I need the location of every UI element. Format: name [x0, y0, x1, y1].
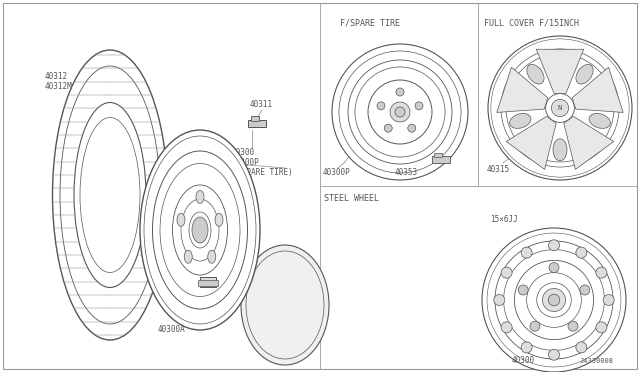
Circle shape	[521, 247, 532, 258]
Text: 40353: 40353	[395, 168, 418, 177]
Ellipse shape	[152, 151, 248, 309]
Text: 15×6JJ: 15×6JJ	[490, 215, 518, 224]
Circle shape	[355, 67, 445, 157]
Text: 40300: 40300	[232, 148, 255, 157]
Circle shape	[555, 54, 565, 64]
Ellipse shape	[144, 136, 256, 324]
Ellipse shape	[184, 250, 192, 263]
Bar	[198, 280, 218, 286]
Text: N: N	[558, 105, 562, 111]
Circle shape	[548, 294, 560, 306]
Bar	[248, 120, 266, 127]
Text: 40300P: 40300P	[323, 168, 351, 177]
Circle shape	[390, 102, 410, 122]
Ellipse shape	[576, 64, 593, 84]
Circle shape	[415, 102, 423, 110]
Circle shape	[576, 342, 587, 353]
Ellipse shape	[160, 164, 240, 296]
Ellipse shape	[553, 139, 567, 161]
Ellipse shape	[196, 190, 204, 203]
Circle shape	[530, 321, 540, 331]
Circle shape	[482, 228, 626, 372]
Circle shape	[348, 60, 452, 164]
Circle shape	[501, 267, 512, 278]
Circle shape	[596, 267, 607, 278]
Circle shape	[521, 342, 532, 353]
Text: STEEL WHEEL: STEEL WHEEL	[324, 194, 379, 203]
Ellipse shape	[192, 217, 208, 243]
Circle shape	[545, 94, 574, 122]
Circle shape	[551, 99, 568, 117]
Circle shape	[548, 240, 559, 251]
Text: F/SPARE TIRE: F/SPARE TIRE	[340, 18, 400, 27]
Text: 40300: 40300	[512, 356, 535, 365]
Polygon shape	[572, 67, 623, 112]
Circle shape	[508, 88, 518, 98]
Circle shape	[596, 322, 607, 333]
Bar	[434, 153, 442, 157]
Circle shape	[580, 285, 590, 295]
Bar	[251, 116, 259, 121]
Polygon shape	[506, 116, 556, 170]
Ellipse shape	[527, 64, 544, 84]
Circle shape	[576, 247, 587, 258]
Circle shape	[332, 44, 468, 180]
Ellipse shape	[177, 213, 185, 226]
Text: 40300A: 40300A	[158, 325, 186, 334]
Ellipse shape	[241, 245, 329, 365]
Circle shape	[396, 88, 404, 96]
Ellipse shape	[140, 130, 260, 330]
Text: 40315: 40315	[262, 350, 285, 359]
Text: 40311: 40311	[250, 100, 273, 109]
Circle shape	[602, 88, 612, 98]
Bar	[200, 277, 216, 287]
Circle shape	[543, 288, 566, 311]
Circle shape	[488, 36, 632, 180]
Circle shape	[584, 142, 594, 153]
Circle shape	[395, 107, 405, 117]
Ellipse shape	[208, 250, 216, 263]
Bar	[432, 156, 450, 163]
Text: 40312: 40312	[45, 72, 68, 81]
Circle shape	[548, 349, 559, 360]
Ellipse shape	[189, 212, 211, 248]
Ellipse shape	[509, 113, 531, 128]
Circle shape	[501, 322, 512, 333]
Circle shape	[518, 285, 528, 295]
Ellipse shape	[173, 185, 227, 275]
Circle shape	[377, 102, 385, 110]
Ellipse shape	[80, 118, 140, 273]
Polygon shape	[564, 116, 614, 170]
Polygon shape	[536, 49, 584, 93]
Circle shape	[604, 295, 614, 305]
Polygon shape	[497, 67, 548, 112]
Text: 40224: 40224	[215, 295, 238, 304]
Text: (F/SPARE TIRE): (F/SPARE TIRE)	[228, 168, 292, 177]
Text: 40312M: 40312M	[45, 82, 73, 91]
Circle shape	[526, 142, 536, 153]
Ellipse shape	[246, 251, 324, 359]
Circle shape	[549, 263, 559, 273]
Ellipse shape	[589, 113, 611, 128]
Ellipse shape	[181, 199, 219, 261]
Ellipse shape	[215, 213, 223, 226]
Circle shape	[384, 124, 392, 132]
Circle shape	[494, 295, 505, 305]
Circle shape	[568, 321, 578, 331]
Text: FULL COVER F/15INCH: FULL COVER F/15INCH	[484, 18, 579, 27]
Ellipse shape	[194, 220, 206, 240]
Ellipse shape	[52, 50, 168, 340]
Ellipse shape	[60, 66, 160, 324]
Text: 40300P: 40300P	[232, 158, 260, 167]
Circle shape	[408, 124, 416, 132]
Text: 40315: 40315	[487, 165, 510, 174]
Circle shape	[368, 80, 432, 144]
Text: J4330008: J4330008	[580, 358, 614, 364]
Ellipse shape	[74, 103, 146, 288]
Circle shape	[339, 51, 461, 173]
